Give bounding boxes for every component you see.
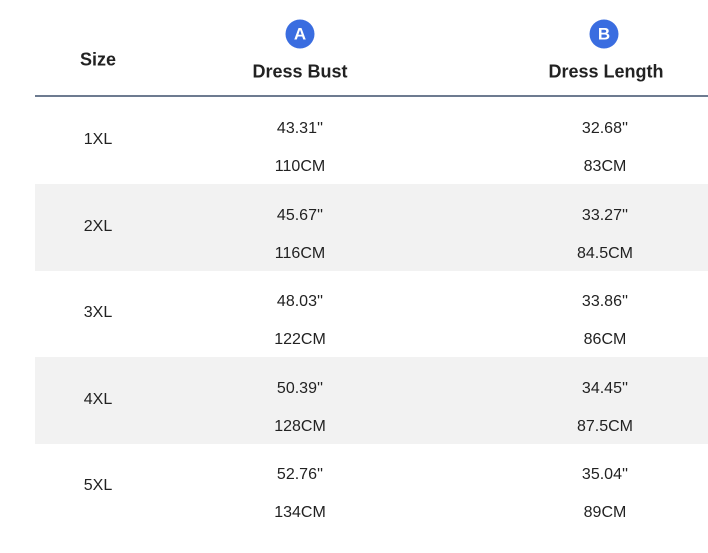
bust-inches: 52.76'' [276, 466, 324, 484]
bust-inches: 45.67'' [276, 206, 324, 224]
size-cell: 5XL [83, 477, 113, 495]
bust-inches: 43.31'' [276, 120, 324, 137]
bust-inches: 50.39'' [276, 379, 324, 397]
header-size: Size [79, 49, 117, 70]
bust-cm: 122CM [274, 331, 326, 349]
length-inches: 34.45'' [581, 379, 629, 397]
header-dress-bust: Dress Bust [252, 61, 348, 82]
table-row: 4XL 50.39'' 128CM 34.45'' 87.5CM [35, 356, 708, 444]
length-cm: 89CM [583, 504, 627, 522]
bust-inches: 48.03'' [276, 293, 324, 311]
length-inches: 33.86'' [581, 293, 629, 311]
size-cell: 1XL [83, 131, 113, 148]
length-inches: 33.27'' [581, 206, 629, 224]
length-cm: 83CM [583, 158, 627, 175]
length-cm: 87.5CM [576, 417, 634, 435]
bust-cm: 128CM [274, 417, 326, 435]
table-row: 5XL 52.76'' 134CM 35.04'' 89CM [35, 443, 708, 530]
size-cell: 3XL [83, 304, 113, 322]
length-cm: 84.5CM [576, 244, 634, 262]
length-cm: 86CM [583, 331, 627, 349]
size-cell: 2XL [83, 217, 113, 235]
length-inches: 32.68'' [581, 120, 629, 137]
header-dress-length: Dress Length [548, 61, 664, 82]
length-inches: 35.04'' [581, 466, 629, 484]
badge-b-icon: B [589, 19, 619, 49]
table-row: 2XL 45.67'' 116CM 33.27'' 84.5CM [35, 183, 708, 271]
bust-cm: 116CM [274, 244, 326, 262]
table-row: 1XL 43.31'' 110CM 32.68'' 83CM [35, 97, 708, 184]
table-row: 3XL 48.03'' 122CM 33.86'' 86CM [35, 270, 708, 357]
bust-cm: 134CM [274, 504, 326, 522]
bust-cm: 110CM [274, 158, 326, 175]
header-divider [35, 95, 708, 97]
badge-a-icon: A [285, 19, 315, 49]
size-cell: 4XL [83, 390, 113, 408]
